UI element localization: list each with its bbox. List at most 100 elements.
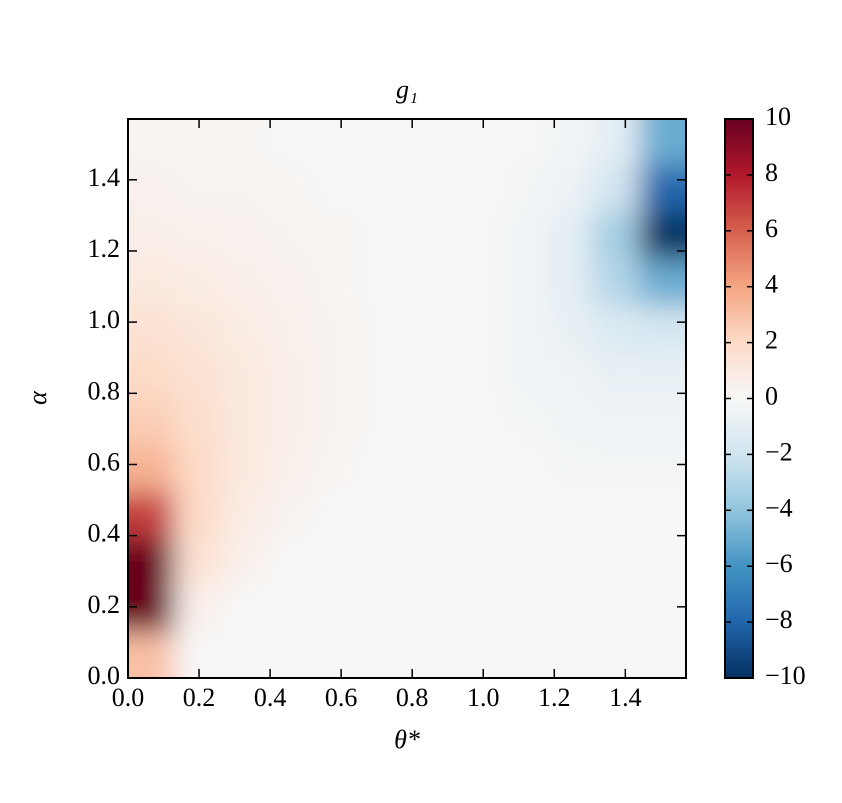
- chart-title: g₁: [396, 75, 418, 104]
- heatmap-cell: [592, 165, 640, 213]
- colorbar-tick-label: −6: [765, 549, 793, 578]
- heatmap-cell: [174, 258, 222, 306]
- heatmap-cell: [128, 631, 175, 678]
- heatmap-cell: [453, 631, 501, 678]
- heatmap-cell: [360, 119, 408, 167]
- heatmap-cell: [407, 631, 455, 678]
- heatmap-cell: [500, 119, 548, 167]
- y-tick-label: 0.4: [88, 519, 121, 548]
- heatmap-cell: [453, 445, 501, 493]
- heatmap-cell: [546, 445, 594, 493]
- heatmap-cell: [639, 584, 686, 633]
- heatmap-cell: [592, 212, 640, 260]
- colorbar-tick-label: 6: [765, 214, 778, 243]
- x-axis-label: θ*: [394, 725, 420, 754]
- heatmap-cell: [174, 305, 222, 353]
- heatmap-cell: [500, 491, 548, 539]
- heatmap-cell: [407, 398, 455, 446]
- heatmap-cell: [500, 398, 548, 446]
- heatmap-cell: [128, 305, 175, 353]
- heatmap-cell: [453, 351, 501, 399]
- heatmap-cell: [360, 212, 408, 260]
- heatmap-cell: [220, 491, 268, 539]
- heatmap-cell: [592, 631, 640, 678]
- heatmap-cell: [220, 258, 268, 306]
- colorbar-tick-label: 8: [765, 158, 778, 187]
- heatmap-cell: [639, 538, 686, 586]
- x-tick-label: 1.2: [538, 683, 571, 712]
- heatmap-cell: [220, 119, 268, 167]
- heatmap-cell: [407, 258, 455, 306]
- heatmap-cell: [592, 445, 640, 493]
- heatmap-cell: [407, 351, 455, 399]
- heatmap-cell: [500, 305, 548, 353]
- heatmap-cell: [128, 538, 175, 586]
- heatmap-cell: [592, 351, 640, 399]
- heatmap-cell: [592, 584, 640, 633]
- heatmap-cell: [639, 445, 686, 493]
- heatmap-cell: [453, 165, 501, 213]
- colorbar-tick-label: −4: [765, 493, 793, 522]
- heatmap-cell: [174, 119, 222, 167]
- heatmap-cell: [174, 491, 222, 539]
- heatmap-cell: [267, 491, 315, 539]
- heatmap-cell: [500, 212, 548, 260]
- x-tick-label: 1.4: [609, 683, 642, 712]
- heatmap-cell: [267, 119, 315, 167]
- y-axis-label: α: [23, 390, 52, 405]
- heatmap-cell: [639, 258, 686, 306]
- y-tick-label: 1.4: [88, 163, 121, 192]
- y-tick-label: 0.0: [88, 661, 121, 690]
- heatmap-cell: [407, 119, 455, 167]
- heatmap-cell: [500, 445, 548, 493]
- heatmap-cell: [546, 398, 594, 446]
- heatmap-cell: [174, 445, 222, 493]
- heatmap-cell: [500, 631, 548, 678]
- heatmap-cell: [128, 445, 175, 493]
- heatmap-cell: [313, 445, 361, 493]
- heatmap-cell: [407, 212, 455, 260]
- y-tick-label: 1.2: [88, 234, 121, 263]
- heatmap-cell: [128, 491, 175, 539]
- heatmap-cell: [313, 631, 361, 678]
- heatmap-cell: [267, 631, 315, 678]
- heatmap-cell: [220, 538, 268, 586]
- heatmap-cell: [592, 398, 640, 446]
- heatmap-cell: [174, 631, 222, 678]
- heatmap-cell: [453, 119, 501, 167]
- heatmap-cell: [313, 584, 361, 633]
- heatmap-cell: [313, 398, 361, 446]
- heatmap-cell: [546, 351, 594, 399]
- heatmap-cell: [407, 165, 455, 213]
- heatmap-cell: [174, 212, 222, 260]
- x-tick-label: 1.0: [467, 683, 500, 712]
- heatmap-cell: [546, 538, 594, 586]
- heatmap-cell: [360, 445, 408, 493]
- heatmap-cell: [267, 584, 315, 633]
- heatmap-cell: [313, 258, 361, 306]
- heatmap-cell: [360, 584, 408, 633]
- plot-frame: [127, 118, 687, 679]
- heatmap-cell: [546, 305, 594, 353]
- colorbar-tick-label: −2: [765, 437, 793, 466]
- heatmap-cell: [128, 119, 175, 167]
- y-tick-label: 0.6: [88, 447, 121, 476]
- heatmap-cell: [220, 212, 268, 260]
- heatmap-cell: [174, 538, 222, 586]
- heatmap-cell: [407, 538, 455, 586]
- heatmap-cell: [313, 119, 361, 167]
- heatmap-cell: [174, 165, 222, 213]
- heatmap-cell: [407, 584, 455, 633]
- heatmap-cell: [313, 305, 361, 353]
- heatmap-cell: [267, 351, 315, 399]
- heatmap-cell: [546, 212, 594, 260]
- heatmap-cell: [500, 538, 548, 586]
- heatmap-cell: [546, 584, 594, 633]
- heatmap-cell: [639, 491, 686, 539]
- heatmap-cell: [360, 538, 408, 586]
- heatmap-cell: [453, 258, 501, 306]
- heatmap-cell: [128, 258, 175, 306]
- heatmap-cell: [546, 165, 594, 213]
- heatmap-cell: [220, 445, 268, 493]
- heatmap-cell: [313, 538, 361, 586]
